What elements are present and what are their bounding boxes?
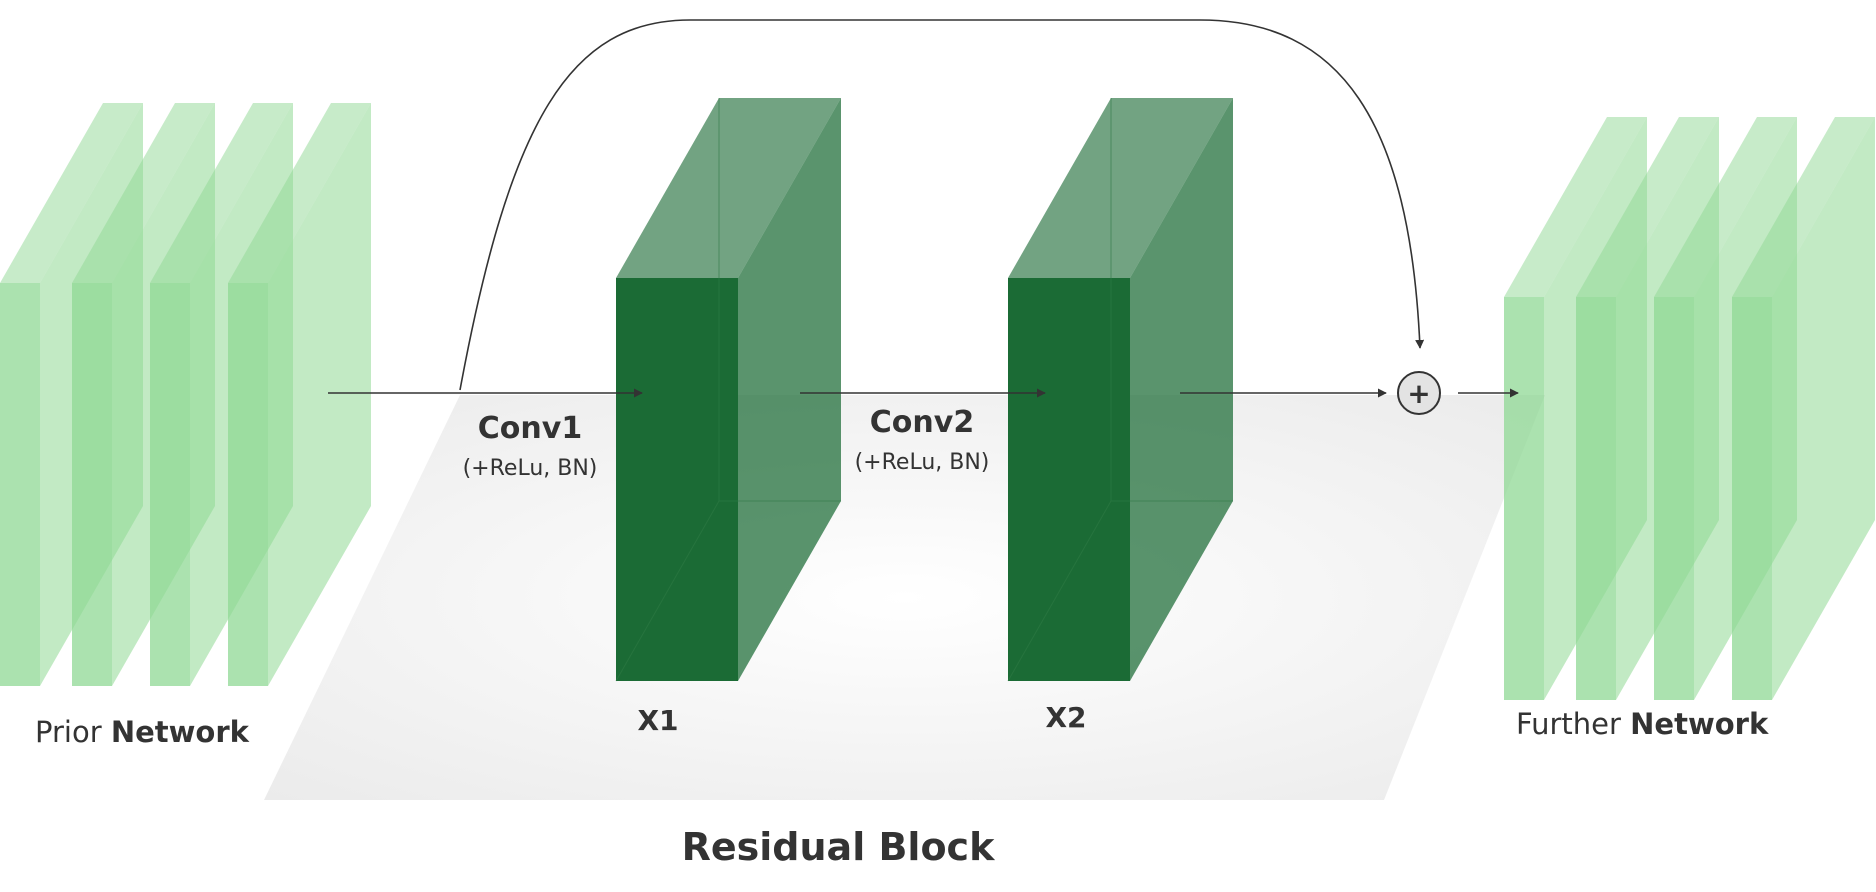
further-slab-front-2: [1654, 297, 1694, 700]
x1-block-front: [616, 278, 738, 681]
x1-label: X1: [637, 704, 678, 737]
add-node: +: [1397, 371, 1441, 415]
prior-slab-top-0: [0, 103, 143, 283]
x2-block: [1007, 98, 1233, 682]
prior-slab-front-1: [72, 283, 112, 686]
x2-block-front: [1008, 278, 1130, 681]
further-slab-front-1: [1576, 297, 1616, 700]
x1-block: [615, 98, 841, 682]
further-network-label-normal: Further: [1516, 707, 1630, 741]
prior-network-label-bold: Network: [111, 715, 250, 749]
further-slab-front-3: [1732, 297, 1772, 700]
x2-label: X2: [1045, 701, 1086, 734]
prior-slab-side-3: [268, 103, 371, 686]
x2-block-top: [1008, 98, 1233, 278]
prior-slab-top-2: [150, 103, 293, 283]
further-network-label-bold: Network: [1630, 707, 1769, 741]
further-slab-front-0: [1504, 297, 1544, 700]
further-slab-top-2: [1654, 117, 1797, 297]
prior-network-label-normal: Prior: [35, 715, 111, 749]
prior-network-label: Prior Network: [35, 715, 250, 749]
further-slab-top-3: [1732, 117, 1875, 297]
further-network-label: Further Network: [1516, 707, 1769, 741]
x1-block-top: [616, 98, 841, 278]
x2-block-depth-edge: [1007, 500, 1112, 682]
prior-slab-top-1: [72, 103, 215, 283]
prior-slab-front-3: [228, 283, 268, 686]
further-slab-top-1: [1576, 117, 1719, 297]
prior-slab-front-2: [150, 283, 190, 686]
conv2-subtitle: (+ReLu, BN): [855, 450, 990, 475]
conv2-title: Conv2: [870, 405, 974, 440]
x1-block-side: [738, 98, 841, 681]
prior-slab-top-3: [228, 103, 371, 283]
plus-icon: +: [1407, 377, 1430, 410]
add-circle: [1397, 371, 1441, 415]
conv1-subtitle: (+ReLu, BN): [463, 456, 598, 481]
prior-network-stack: [0, 103, 371, 686]
further-slab-top-0: [1504, 117, 1647, 297]
further-network-stack: [1504, 117, 1875, 700]
x2-block-side: [1130, 98, 1233, 681]
conv1-title: Conv1: [478, 411, 582, 446]
prior-slab-front-0: [0, 283, 40, 686]
residual-block-title: Residual Block: [682, 825, 995, 869]
skip-connection-arrow: [459, 19, 1425, 391]
x1-block-depth-edge: [615, 500, 720, 682]
further-slab-side-3: [1772, 117, 1875, 700]
